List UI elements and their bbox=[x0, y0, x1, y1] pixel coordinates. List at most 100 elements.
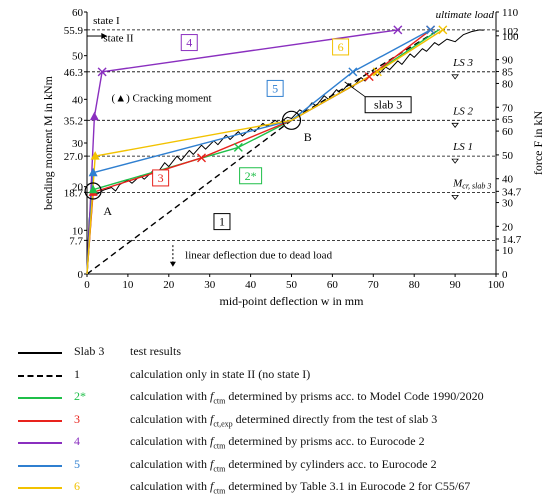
series-tag-box bbox=[332, 38, 350, 56]
state1-label: state I bbox=[93, 15, 120, 27]
cracking-marker bbox=[90, 151, 100, 160]
legend-row: 4 calculation with fctm determined by pri… bbox=[0, 433, 550, 453]
y-tick-label-right: 70 bbox=[502, 102, 514, 114]
y-tick-label-left: 20 bbox=[72, 182, 84, 194]
legend-row: 1 calculation only in state II (no state … bbox=[0, 366, 550, 386]
y-tick-label-right: 85 bbox=[502, 67, 514, 79]
y-tick-label-right: 20 bbox=[502, 221, 514, 233]
level-marker bbox=[451, 194, 459, 201]
level-label: Mcr, slab 3 bbox=[452, 177, 491, 190]
slab3-pointer bbox=[344, 81, 366, 98]
series-line-slab3 bbox=[86, 29, 484, 275]
y-tick-label-right: 90 bbox=[502, 55, 514, 67]
series-tag: 3 bbox=[158, 171, 164, 185]
y-tick-label-left: 50 bbox=[72, 51, 84, 63]
x-tick-label: 100 bbox=[488, 279, 505, 291]
legend-description: calculation with fctm determined by Tabl… bbox=[130, 479, 471, 496]
y-axis-label-left: bending moment M in kNm bbox=[41, 75, 55, 210]
legend-key: 4 bbox=[74, 434, 80, 448]
y-tick-label-right: 10 bbox=[502, 245, 514, 257]
y-axis-label-right: force F in kN bbox=[531, 111, 545, 176]
y-tick-label-right: 80 bbox=[502, 78, 514, 90]
series-tag-box bbox=[239, 167, 263, 185]
dead-load-label: linear deflection due to dead load bbox=[185, 249, 332, 261]
point-b-label: B bbox=[304, 130, 312, 144]
legend-row: 6 calculation with fctm determined by Tab… bbox=[0, 478, 550, 498]
point-a-circle bbox=[84, 182, 102, 200]
level-label: LS 1 bbox=[452, 141, 473, 153]
level-marker bbox=[451, 74, 459, 80]
x-tick-label: 0 bbox=[84, 279, 90, 291]
level-label: LS 3 bbox=[452, 57, 473, 69]
x-tick-label: 40 bbox=[245, 279, 257, 291]
point-a-label: A bbox=[103, 204, 112, 218]
legend-key: 3 bbox=[74, 411, 80, 426]
legend-row: 5 calculation with fctm determined by cyl… bbox=[0, 456, 550, 476]
legend-description: calculation with fctm determined by cyli… bbox=[130, 456, 437, 473]
legend-description: test results bbox=[130, 344, 181, 358]
cross-marker bbox=[393, 25, 403, 35]
y-tick-label-right: 40 bbox=[502, 174, 514, 186]
series-tag-box bbox=[266, 79, 284, 97]
series-line-four bbox=[86, 29, 398, 275]
slab3-tag: slab 3 bbox=[374, 98, 402, 112]
x-tick-label: 70 bbox=[368, 279, 380, 291]
y-tick-label-left: 60 bbox=[72, 7, 84, 19]
y-tick-label-right: 65 bbox=[502, 114, 514, 126]
cross-marker bbox=[197, 153, 207, 163]
legend-swatch bbox=[18, 487, 62, 489]
legend-key: Slab 3 bbox=[74, 344, 105, 358]
y-tick-label-right: 14.7 bbox=[502, 234, 522, 246]
y-tick-label-left: 55.9 bbox=[64, 25, 84, 37]
legend-swatch bbox=[18, 419, 62, 422]
x-tick-label: 90 bbox=[450, 279, 462, 291]
cracking-label: (▲) Cracking moment bbox=[112, 93, 212, 105]
legend-key: 6 bbox=[74, 479, 80, 493]
state-arrow-head bbox=[101, 33, 108, 40]
state2-label: state II bbox=[103, 32, 134, 44]
series-tag: 4 bbox=[186, 36, 192, 50]
series-tag-box bbox=[180, 34, 198, 52]
y-tick-label-right: 102 bbox=[502, 26, 519, 38]
cross-marker bbox=[348, 67, 358, 77]
level-label-ultimate: ultimate load bbox=[436, 9, 495, 21]
x-tick-label: 30 bbox=[204, 279, 216, 291]
legend-description: calculation with fctm determined by pris… bbox=[130, 389, 484, 406]
legend-row: 3 calculation with fct,exp determined dir… bbox=[0, 411, 550, 431]
deflection-chart: 0 10 20 30 40 50 60 70 80 90 10007.71018.72027.030… bbox=[41, 7, 545, 308]
x-tick-label: 50 bbox=[286, 279, 298, 291]
x-axis-label: mid-point deflection w in mm bbox=[220, 294, 365, 308]
cross-marker bbox=[233, 142, 243, 152]
cross-marker bbox=[364, 72, 374, 82]
series-tag: 5 bbox=[272, 81, 278, 95]
point-b-circle bbox=[281, 110, 302, 130]
legend-description: calculation with fctm determined by pris… bbox=[130, 434, 425, 451]
legend-description: calculation only in state II (no state I… bbox=[130, 366, 311, 381]
legend-row: Slab 3 test results bbox=[0, 343, 550, 363]
legend-key: 2* bbox=[74, 389, 86, 403]
legend-swatch bbox=[18, 442, 62, 444]
y-tick-label-right: 60 bbox=[502, 126, 514, 138]
cracking-marker bbox=[88, 184, 98, 194]
legend-key: 1 bbox=[74, 366, 80, 381]
level-marker bbox=[451, 122, 459, 128]
y-tick-label-left: 27.0 bbox=[64, 151, 84, 163]
x-tick-label: 10 bbox=[122, 279, 134, 291]
legend: Slab 3 test results 1 calculation only in s… bbox=[0, 335, 550, 499]
series-tag: 6 bbox=[338, 40, 344, 54]
y-tick-label-right: 110 bbox=[502, 7, 519, 19]
legend-swatch bbox=[18, 374, 62, 377]
y-tick-label-left: 7.7 bbox=[69, 235, 83, 247]
legend-swatch bbox=[18, 352, 62, 354]
level-label-sub: cr, slab 3 bbox=[462, 181, 491, 190]
y-tick-label-left: 10 bbox=[72, 225, 84, 237]
series-tag: 1 bbox=[219, 215, 225, 229]
y-tick-label-right: 0 bbox=[502, 269, 508, 281]
cross-marker bbox=[438, 25, 448, 35]
y-tick-label-right: 34.7 bbox=[502, 186, 522, 198]
y-tick-label-left: 18.7 bbox=[64, 187, 84, 199]
cracking-marker bbox=[88, 167, 98, 177]
legend-swatch bbox=[18, 397, 62, 399]
cracking-marker bbox=[89, 111, 99, 121]
y-tick-label-left: 30 bbox=[72, 138, 84, 150]
